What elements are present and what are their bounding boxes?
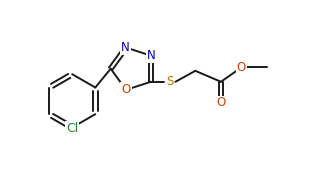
Text: O: O: [121, 83, 131, 96]
Text: N: N: [147, 49, 156, 62]
Text: Cl: Cl: [66, 122, 78, 135]
Text: O: O: [216, 96, 226, 109]
Text: S: S: [166, 75, 173, 88]
Text: N: N: [121, 41, 130, 54]
Text: O: O: [237, 61, 246, 74]
